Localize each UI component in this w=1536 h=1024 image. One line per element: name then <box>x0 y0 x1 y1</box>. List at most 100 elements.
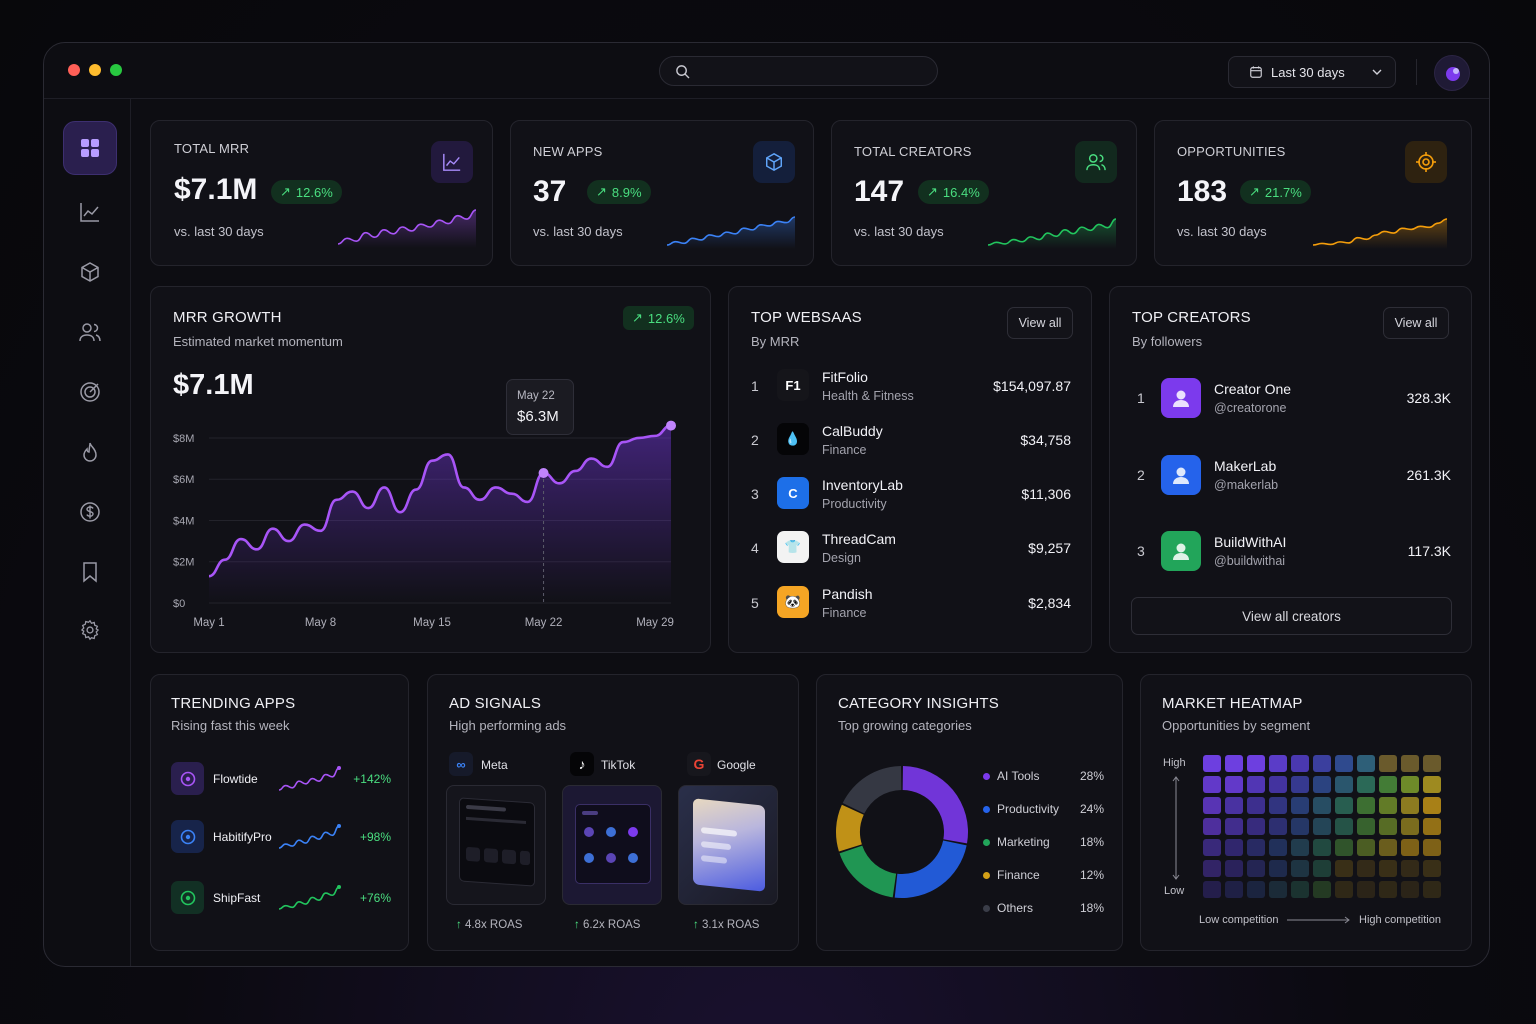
trending-app-row[interactable]: Flowtide +142% <box>171 762 391 798</box>
heatmap-cell[interactable] <box>1203 818 1221 835</box>
heatmap-cell[interactable] <box>1225 881 1243 898</box>
heatmap-cell[interactable] <box>1247 818 1265 835</box>
heatmap-cell[interactable] <box>1269 860 1287 877</box>
heatmap-cell[interactable] <box>1335 797 1353 814</box>
heatmap-cell[interactable] <box>1401 881 1419 898</box>
heatmap-cell[interactable] <box>1401 797 1419 814</box>
kpi-card-new-apps[interactable]: NEW APPS 37 ↗ 8.9% vs. last 30 days <box>510 120 814 266</box>
sidebar-item-analytics[interactable] <box>63 185 117 239</box>
heatmap-cell[interactable] <box>1401 839 1419 856</box>
heatmap-cell[interactable] <box>1291 881 1309 898</box>
heatmap-cell[interactable] <box>1203 755 1221 772</box>
sidebar-item-apps[interactable] <box>63 245 117 299</box>
ad-thumbnail[interactable] <box>562 785 662 905</box>
heatmap-cell[interactable] <box>1357 776 1375 793</box>
heatmap-cell[interactable] <box>1379 839 1397 856</box>
heatmap-grid[interactable] <box>1203 755 1443 901</box>
heatmap-cell[interactable] <box>1225 839 1243 856</box>
heatmap-cell[interactable] <box>1335 881 1353 898</box>
heatmap-cell[interactable] <box>1291 755 1309 772</box>
heatmap-cell[interactable] <box>1291 797 1309 814</box>
heatmap-cell[interactable] <box>1335 755 1353 772</box>
heatmap-cell[interactable] <box>1379 860 1397 877</box>
heatmap-cell[interactable] <box>1335 839 1353 856</box>
heatmap-cell[interactable] <box>1401 776 1419 793</box>
heatmap-cell[interactable] <box>1291 860 1309 877</box>
heatmap-cell[interactable] <box>1247 755 1265 772</box>
heatmap-cell[interactable] <box>1357 755 1375 772</box>
kpi-card-total-mrr[interactable]: TOTAL MRR $7.1M ↗ 12.6% vs. last 30 days <box>150 120 493 266</box>
creator-row[interactable]: 2 MakerLab @makerlab 261.3K <box>1110 452 1471 502</box>
heatmap-cell[interactable] <box>1225 818 1243 835</box>
heatmap-cell[interactable] <box>1379 881 1397 898</box>
heatmap-cell[interactable] <box>1247 860 1265 877</box>
heatmap-cell[interactable] <box>1269 818 1287 835</box>
trending-app-row[interactable]: HabitifyPro +98% <box>171 820 391 856</box>
heatmap-cell[interactable] <box>1225 797 1243 814</box>
heatmap-cell[interactable] <box>1269 755 1287 772</box>
websaas-row[interactable]: 4 👕 ThreadCam Design $9,257 <box>729 525 1091 575</box>
creator-row[interactable]: 1 Creator One @creatorone 328.3K <box>1110 375 1471 425</box>
heatmap-cell[interactable] <box>1423 881 1441 898</box>
heatmap-cell[interactable] <box>1401 755 1419 772</box>
heatmap-cell[interactable] <box>1269 776 1287 793</box>
heatmap-cell[interactable] <box>1423 776 1441 793</box>
sidebar-item-saved[interactable] <box>63 545 117 599</box>
heatmap-cell[interactable] <box>1423 839 1441 856</box>
heatmap-cell[interactable] <box>1291 839 1309 856</box>
heatmap-cell[interactable] <box>1313 818 1331 835</box>
heatmap-cell[interactable] <box>1313 776 1331 793</box>
heatmap-cell[interactable] <box>1247 776 1265 793</box>
heatmap-cell[interactable] <box>1357 818 1375 835</box>
websaas-row[interactable]: 2 💧 CalBuddy Finance $34,758 <box>729 417 1091 467</box>
heatmap-cell[interactable] <box>1291 818 1309 835</box>
heatmap-cell[interactable] <box>1269 797 1287 814</box>
kpi-card-total-creators[interactable]: TOTAL CREATORS 147 ↗ 16.4% vs. last 30 da… <box>831 120 1137 266</box>
heatmap-cell[interactable] <box>1423 818 1441 835</box>
heatmap-cell[interactable] <box>1357 797 1375 814</box>
heatmap-cell[interactable] <box>1335 860 1353 877</box>
heatmap-cell[interactable] <box>1401 860 1419 877</box>
heatmap-cell[interactable] <box>1247 881 1265 898</box>
heatmap-cell[interactable] <box>1313 860 1331 877</box>
heatmap-cell[interactable] <box>1203 797 1221 814</box>
heatmap-cell[interactable] <box>1225 860 1243 877</box>
view-all-button[interactable]: View all <box>1383 307 1449 339</box>
heatmap-cell[interactable] <box>1203 860 1221 877</box>
sidebar-item-trending[interactable] <box>63 425 117 479</box>
heatmap-cell[interactable] <box>1203 881 1221 898</box>
heatmap-cell[interactable] <box>1423 755 1441 772</box>
category-donut-chart[interactable] <box>833 761 971 903</box>
heatmap-cell[interactable] <box>1291 776 1309 793</box>
heatmap-cell[interactable] <box>1225 776 1243 793</box>
heatmap-cell[interactable] <box>1379 818 1397 835</box>
heatmap-cell[interactable] <box>1269 881 1287 898</box>
heatmap-cell[interactable] <box>1379 797 1397 814</box>
ad-thumbnail[interactable] <box>446 785 546 905</box>
creator-row[interactable]: 3 BuildWithAI @buildwithai 117.3K <box>1110 528 1471 578</box>
close-window-button[interactable] <box>68 64 80 76</box>
websaas-row[interactable]: 1 F1 FitFolio Health & Fitness $154,097.87 <box>729 363 1091 413</box>
minimize-window-button[interactable] <box>89 64 101 76</box>
heatmap-cell[interactable] <box>1225 755 1243 772</box>
sidebar-item-opportunities[interactable] <box>63 365 117 419</box>
sidebar-item-dashboard[interactable] <box>63 121 117 175</box>
heatmap-cell[interactable] <box>1247 797 1265 814</box>
maximize-window-button[interactable] <box>110 64 122 76</box>
view-all-creators-button[interactable]: View all creators <box>1131 597 1452 635</box>
trending-app-row[interactable]: ShipFast +76% <box>171 881 391 917</box>
heatmap-cell[interactable] <box>1269 839 1287 856</box>
user-avatar[interactable] <box>1434 55 1470 91</box>
heatmap-cell[interactable] <box>1247 839 1265 856</box>
search-input[interactable] <box>659 56 938 86</box>
heatmap-cell[interactable] <box>1357 881 1375 898</box>
heatmap-cell[interactable] <box>1401 818 1419 835</box>
heatmap-cell[interactable] <box>1313 797 1331 814</box>
view-all-button[interactable]: View all <box>1007 307 1073 339</box>
date-range-dropdown[interactable]: Last 30 days <box>1228 56 1396 88</box>
heatmap-cell[interactable] <box>1313 881 1331 898</box>
heatmap-cell[interactable] <box>1203 776 1221 793</box>
sidebar-item-settings[interactable] <box>63 603 117 657</box>
kpi-card-opportunities[interactable]: OPPORTUNITIES 183 ↗ 21.7% vs. last 30 day… <box>1154 120 1472 266</box>
